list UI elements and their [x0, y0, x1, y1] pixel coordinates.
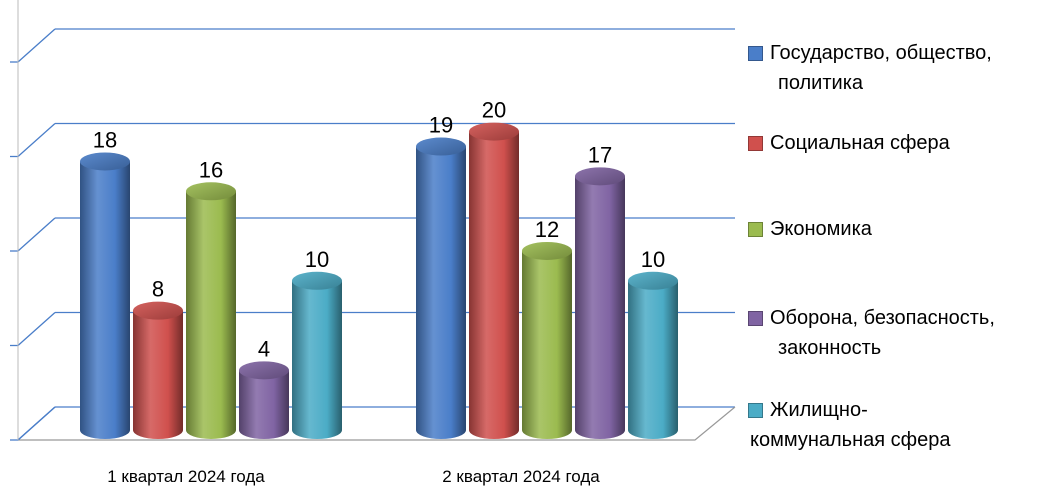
bar-body: [239, 370, 289, 439]
bar-top: [133, 301, 183, 320]
bar: [575, 167, 625, 440]
legend-label: Экономика: [770, 214, 1051, 244]
floor: [18, 406, 736, 441]
legend-label-line: Оборона, безопасность,: [770, 307, 995, 329]
legend-label: Социальная сфера: [770, 128, 1051, 158]
legend-item: Экономика: [748, 214, 1051, 244]
bar-body: [133, 310, 183, 439]
legend-swatch: [748, 311, 763, 326]
data-label: 10: [305, 247, 329, 272]
category-label: 2 квартал 2024 года: [442, 467, 600, 486]
bar-top: [292, 271, 342, 290]
data-label: 18: [93, 127, 117, 152]
legend-label-line: Социальная сфера: [770, 132, 950, 154]
floor-edge: [17, 406, 56, 441]
bars: [80, 122, 678, 440]
legend-label: Оборона, безопасность, законность: [770, 303, 1051, 363]
data-label: 19: [429, 113, 453, 138]
data-label: 4: [258, 336, 270, 361]
legend-label: Государство, общество, политика: [770, 38, 1051, 98]
bar: [469, 122, 519, 439]
data-label: 20: [482, 98, 506, 123]
bar: [239, 361, 289, 439]
data-label: 17: [588, 142, 612, 167]
bar: [80, 152, 130, 439]
legend-swatch: [748, 136, 763, 151]
data-labels: 18 8 16 4 10 19 20 12 17 10: [93, 98, 665, 362]
bar-top: [628, 271, 678, 290]
bar: [628, 271, 678, 439]
bar-body: [416, 146, 466, 439]
bar-top: [522, 241, 572, 260]
bar: [186, 182, 236, 439]
bar-body: [80, 161, 130, 439]
legend-item: Оборона, безопасность, законность: [748, 303, 1051, 363]
legend-item: Государство, общество, политика: [748, 38, 1051, 98]
legend-label-line: политика: [778, 72, 863, 94]
bar-body: [628, 280, 678, 439]
bar-body: [469, 131, 519, 439]
legend-label: Жилищно-коммунальная сфера: [750, 395, 1051, 455]
legend-label-line: Экономика: [770, 218, 872, 240]
bar: [292, 271, 342, 439]
legend-swatch: [748, 46, 763, 61]
gridline-depth: [17, 28, 56, 63]
bar-body: [522, 250, 572, 439]
category-labels: 1 квартал 2024 года 2 квартал 2024 года: [107, 467, 600, 486]
legend-swatch: [748, 403, 763, 418]
bar-top: [186, 182, 236, 201]
bar-top: [80, 152, 130, 171]
data-label: 8: [152, 277, 164, 302]
legend-label-line: Государство, общество,: [770, 42, 992, 64]
legend-label-line: законность: [778, 337, 882, 359]
bar: [416, 137, 466, 439]
data-label: 16: [199, 157, 223, 182]
legend-item: Социальная сфера: [748, 128, 1051, 158]
bar-body: [292, 280, 342, 439]
bar-body: [186, 191, 236, 439]
data-label: 10: [641, 247, 665, 272]
bar-top: [469, 122, 519, 141]
legend-swatch: [748, 222, 763, 237]
bar-top: [239, 361, 289, 380]
gridline-depth: [17, 217, 56, 252]
bar-top: [416, 137, 466, 156]
data-label: 12: [535, 217, 559, 242]
gridline-depth: [17, 312, 56, 346]
gridline-depth: [17, 123, 56, 157]
legend-label-line: коммунальная сфера: [750, 429, 951, 451]
bar-top: [575, 167, 625, 186]
bar: [522, 241, 572, 439]
legend-item: Жилищно-коммунальная сфера: [748, 395, 1051, 455]
legend-label-line: Жилищно-: [770, 399, 868, 421]
category-label: 1 квартал 2024 года: [107, 467, 265, 486]
bar-body: [575, 176, 625, 440]
bar: [133, 301, 183, 439]
